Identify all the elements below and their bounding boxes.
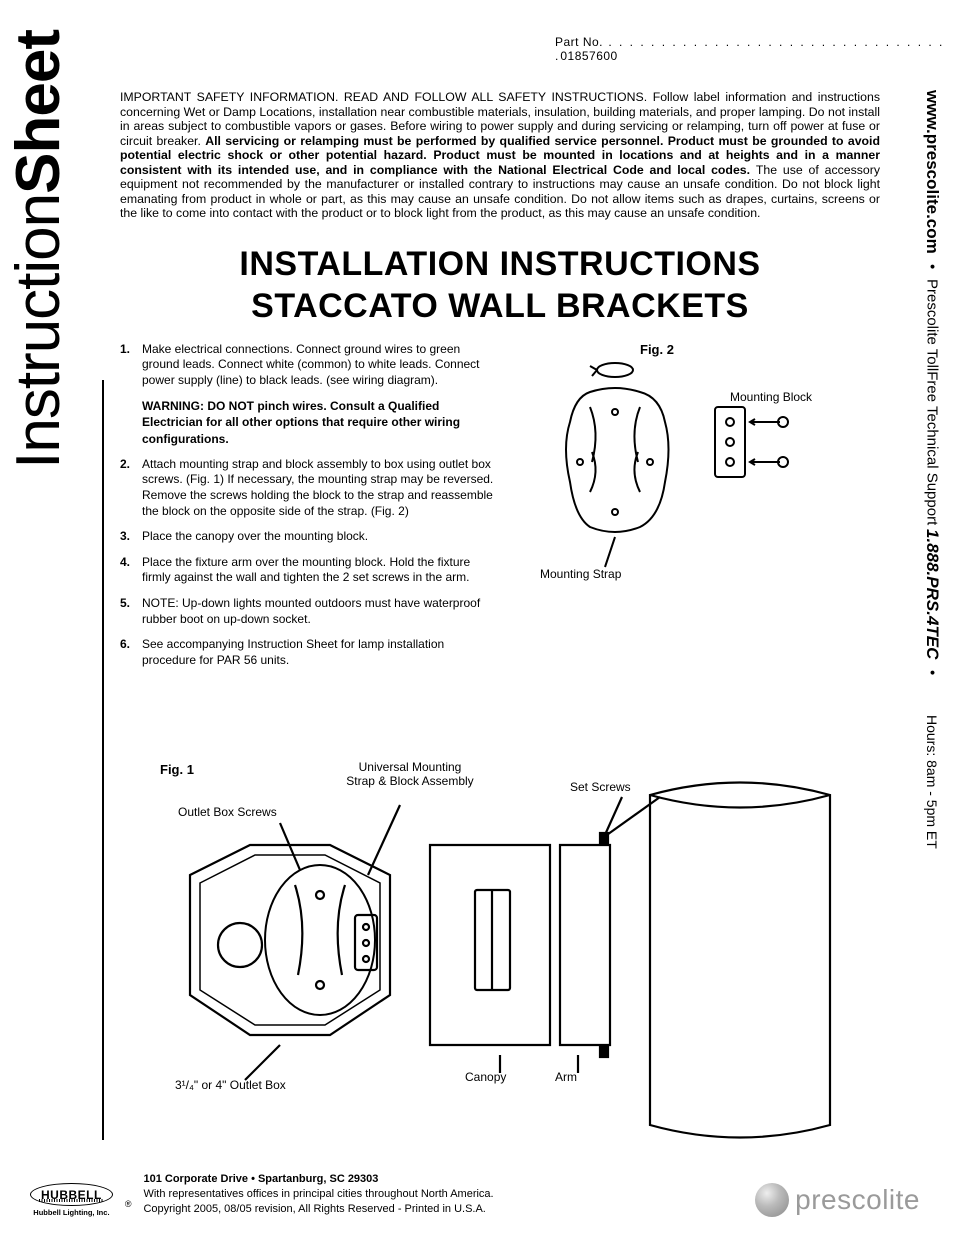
addr-line2: With representatives offices in principa… — [143, 1187, 743, 1202]
step-1: 1.Make electrical connections. Connect g… — [120, 342, 500, 389]
step-2-num: 2. — [120, 457, 142, 519]
fig2-area: Fig. 2 Mounting Block Mounting Strap — [520, 342, 880, 679]
rr-website: www.prescolite.com — [922, 90, 942, 254]
step-5-num: 5. — [120, 596, 142, 627]
part-number-row: Part No. . . . . . . . . . . . . . . . .… — [555, 35, 954, 63]
part-no-label: Part No. — [555, 35, 603, 49]
content: IMPORTANT SAFETY INFORMATION. READ AND F… — [120, 90, 880, 678]
steps: 1.Make electrical connections. Connect g… — [120, 342, 500, 679]
footer: HUBBELL Hubbell Lighting, Inc. ® 101 Cor… — [30, 1172, 920, 1217]
step-1-text: Make electrical connections. Connect gro… — [142, 342, 500, 389]
safety-block: IMPORTANT SAFETY INFORMATION. READ AND F… — [120, 90, 880, 221]
part-no-value: 01857600 — [560, 49, 617, 63]
vt-sheet: Sheet — [4, 30, 73, 194]
vertical-title: InstructionSheet — [8, 30, 70, 469]
prescolite-text: prescolite — [795, 1184, 920, 1216]
step-3-num: 3. — [120, 529, 142, 545]
hubbell-logo: HUBBELL Hubbell Lighting, Inc. — [30, 1183, 113, 1217]
address-block: 101 Corporate Drive • Spartanburg, SC 29… — [143, 1172, 743, 1217]
hubbell-sub: Hubbell Lighting, Inc. — [33, 1208, 109, 1217]
step-4-text: Place the fixture arm over the mounting … — [142, 555, 500, 586]
page: Part No. . . . . . . . . . . . . . . . .… — [0, 0, 954, 1235]
addr-line3: Copyright 2005, 08/05 revision, All Righ… — [143, 1202, 743, 1217]
right-rail: www.prescolite.com • Prescolite TollFree… — [922, 90, 942, 1190]
vt-instruction: Instruction — [4, 194, 73, 469]
registered-icon: ® — [125, 1199, 132, 1209]
step-3-text: Place the canopy over the mounting block… — [142, 529, 500, 545]
safety-lead: IMPORTANT SAFETY INFORMATION. READ AND F… — [120, 90, 653, 104]
hubbell-oval: HUBBELL — [30, 1183, 113, 1206]
step-5-text: NOTE: Up-down lights mounted outdoors mu… — [142, 596, 500, 627]
addr-line1: 101 Corporate Drive • Spartanburg, SC 29… — [143, 1172, 743, 1187]
step-4-num: 4. — [120, 555, 142, 586]
rr-sep1: • — [924, 264, 941, 269]
warning: WARNING: DO NOT pinch wires. Consult a Q… — [142, 398, 500, 447]
title-line2: STACCATO WALL BRACKETS — [120, 285, 880, 328]
rr-phone: 1.888.PRS.4TEC — [922, 529, 942, 659]
step-2: 2.Attach mounting strap and block assemb… — [120, 457, 500, 519]
step-6-text: See accompanying Instruction Sheet for l… — [142, 637, 500, 668]
title-line1: INSTALLATION INSTRUCTIONS — [120, 243, 880, 286]
step-1-num: 1. — [120, 342, 142, 389]
fig1-area: Fig. 1 Universal Mounting Strap & Block … — [120, 760, 880, 1150]
fig1-diagram — [130, 775, 870, 1145]
step-3: 3.Place the canopy over the mounting blo… — [120, 529, 500, 545]
step-5: 5.NOTE: Up-down lights mounted outdoors … — [120, 596, 500, 627]
rr-support-text: Prescolite TollFree Technical Support — [924, 279, 941, 525]
step-2-text: Attach mounting strap and block assembly… — [142, 457, 500, 519]
main-title: INSTALLATION INSTRUCTIONS STACCATO WALL … — [120, 243, 880, 328]
two-col: 1.Make electrical connections. Connect g… — [120, 342, 880, 679]
fig2-diagram — [520, 352, 820, 572]
vertical-rule — [102, 380, 104, 1140]
rr-hours: Hours: 8am - 5pm ET — [924, 715, 940, 849]
prescolite-logo: prescolite — [755, 1183, 920, 1217]
rr-sep2: • — [924, 670, 941, 675]
step-4: 4.Place the fixture arm over the mountin… — [120, 555, 500, 586]
sphere-icon — [755, 1183, 789, 1217]
step-6-num: 6. — [120, 637, 142, 668]
step-6: 6.See accompanying Instruction Sheet for… — [120, 637, 500, 668]
